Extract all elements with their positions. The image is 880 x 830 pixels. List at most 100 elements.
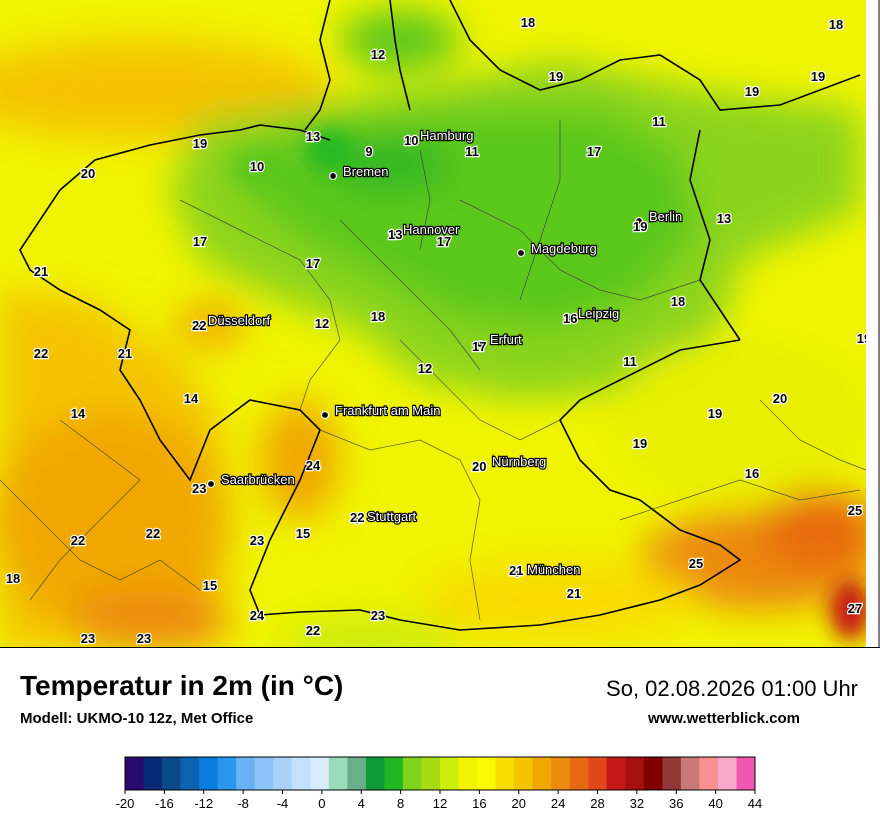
city-erfurt[interactable]: 17 Erfurt bbox=[471, 331, 524, 355]
temp-value: 11 bbox=[623, 354, 637, 369]
legend-tick-label: -20 bbox=[116, 796, 135, 811]
city-frankfurt[interactable]: Frankfurt am Main bbox=[320, 402, 442, 419]
city-temp: 23 bbox=[192, 481, 206, 496]
temp-value: 12 bbox=[418, 361, 432, 376]
legend-swatch bbox=[143, 757, 163, 790]
legend-swatch bbox=[125, 757, 145, 790]
city-label: Saarbrücken bbox=[221, 472, 295, 487]
city-duesseldorf[interactable]: 22 Düsseldorf bbox=[191, 312, 272, 334]
temp-value: 17 bbox=[306, 256, 320, 271]
legend-swatch bbox=[199, 757, 219, 790]
temp-value: 14 bbox=[184, 391, 199, 406]
legend-swatch bbox=[440, 757, 460, 790]
temp-value: 18 bbox=[521, 15, 535, 30]
state-borders bbox=[0, 120, 867, 621]
legend-swatch bbox=[421, 757, 441, 790]
legend-swatch bbox=[625, 757, 645, 790]
city-magdeburg[interactable]: Magdeburg bbox=[516, 240, 598, 257]
temp-value: 11 bbox=[465, 144, 479, 159]
legend-tick-label: 44 bbox=[748, 796, 762, 811]
city-label: Leipzig bbox=[578, 306, 619, 321]
temp-value: 25 bbox=[848, 503, 862, 518]
website-link[interactable]: www.wetterblick.com bbox=[648, 710, 800, 727]
legend-swatch bbox=[588, 757, 608, 790]
temperature-field bbox=[0, 0, 866, 648]
legend-swatch bbox=[699, 757, 719, 790]
city-temp: 20 bbox=[472, 459, 486, 474]
city-nuernberg[interactable]: 20 Nürnberg bbox=[471, 453, 548, 475]
temp-value: 20 bbox=[81, 166, 95, 181]
legend-tick-label: 8 bbox=[397, 796, 404, 811]
legend-tick-label: 32 bbox=[630, 796, 644, 811]
temp-value: 14 bbox=[71, 406, 86, 421]
temp-value: 21 bbox=[567, 586, 581, 601]
temp-value: 21 bbox=[118, 346, 132, 361]
legend-swatch bbox=[254, 757, 274, 790]
legend-swatch bbox=[402, 757, 422, 790]
city-hamburg[interactable]: 10 Hamburg bbox=[403, 127, 475, 149]
temp-value: 18 bbox=[6, 571, 20, 586]
legend-swatch bbox=[551, 757, 571, 790]
city-muenchen[interactable]: 21 München bbox=[508, 561, 582, 579]
legend-tick-label: 12 bbox=[433, 796, 447, 811]
legend-swatch bbox=[236, 757, 256, 790]
temp-value: 22 bbox=[71, 533, 85, 548]
legend-tick-label: 28 bbox=[590, 796, 604, 811]
temp-value: 22 bbox=[34, 346, 48, 361]
temp-value: 23 bbox=[137, 631, 151, 646]
city-temp: 13 bbox=[388, 227, 402, 242]
city-label: Bremen bbox=[343, 164, 389, 179]
temp-value: 20 bbox=[773, 391, 787, 406]
legend-swatch bbox=[662, 757, 682, 790]
legend-color-bar bbox=[124, 756, 756, 791]
city-stuttgart[interactable]: 22 Stuttgart bbox=[349, 508, 418, 526]
city-hannover[interactable]: 13 Hannover bbox=[387, 221, 461, 243]
temp-value: 17 bbox=[193, 234, 207, 249]
legend-swatch bbox=[717, 757, 737, 790]
temp-value: 21 bbox=[34, 264, 48, 279]
legend-tick-label: 24 bbox=[551, 796, 565, 811]
temp-value: 12 bbox=[315, 316, 329, 331]
temp-value: 17 bbox=[587, 144, 601, 159]
city-leipzig[interactable]: 16 Leipzig bbox=[562, 305, 621, 327]
country-borders bbox=[19, 0, 861, 631]
legend-swatch bbox=[458, 757, 478, 790]
city-markers: 10 Hamburg Bremen 13 Hannover 19 Berlin … bbox=[191, 127, 684, 579]
legend-tick-label: 4 bbox=[358, 796, 365, 811]
temp-value: 17 bbox=[437, 234, 451, 249]
city-saarbruecken[interactable]: 23 Saarbrücken bbox=[191, 471, 296, 497]
temp-value: 23 bbox=[81, 631, 95, 646]
color-legend: -20 -16 -12 -8 -4 0 4 8 12 16 20 24 28 32 36 40 44 bbox=[116, 756, 762, 811]
temp-value: 27 bbox=[848, 601, 862, 616]
temp-value: 24 bbox=[250, 608, 265, 623]
temp-value: 22 bbox=[146, 526, 160, 541]
city-bremen[interactable]: Bremen bbox=[328, 163, 390, 180]
legend-tick-label: 36 bbox=[669, 796, 683, 811]
temp-value: 19 bbox=[549, 69, 563, 84]
forecast-datetime: So, 02.08.2026 01:00 Uhr bbox=[606, 676, 858, 701]
temp-value: 9 bbox=[365, 144, 372, 159]
temp-value: 12 bbox=[371, 47, 385, 62]
temp-value: 19 bbox=[811, 69, 825, 84]
city-label: Frankfurt am Main bbox=[335, 403, 440, 418]
legend-swatch bbox=[328, 757, 348, 790]
city-berlin[interactable]: 19 Berlin bbox=[632, 208, 684, 235]
temp-value: 16 bbox=[745, 466, 759, 481]
model-info: Modell: UKMO-10 12z, Met Office bbox=[20, 710, 254, 727]
temperature-labels: 18 12 18 19 19 19 11 17 11 9 19 13 20 10… bbox=[5, 14, 873, 647]
legend-ticks: -20 -16 -12 -8 -4 0 4 8 12 16 20 24 28 32 36 40 44 bbox=[116, 790, 762, 811]
city-label: Düsseldorf bbox=[208, 313, 271, 328]
temp-value: 18 bbox=[671, 294, 685, 309]
legend-tick-label: -8 bbox=[237, 796, 249, 811]
city-label: Berlin bbox=[649, 209, 682, 224]
city-temp: 22 bbox=[350, 510, 364, 525]
temp-value: 19 bbox=[193, 136, 207, 151]
city-label: Stuttgart bbox=[367, 509, 417, 524]
city-label: Erfurt bbox=[490, 332, 522, 347]
legend-tick-label: 40 bbox=[708, 796, 722, 811]
legend-swatch bbox=[162, 757, 182, 790]
city-temp: 22 bbox=[192, 318, 206, 333]
legend-swatch bbox=[736, 757, 756, 790]
legend-swatch bbox=[606, 757, 626, 790]
city-temp: 21 bbox=[509, 563, 523, 578]
